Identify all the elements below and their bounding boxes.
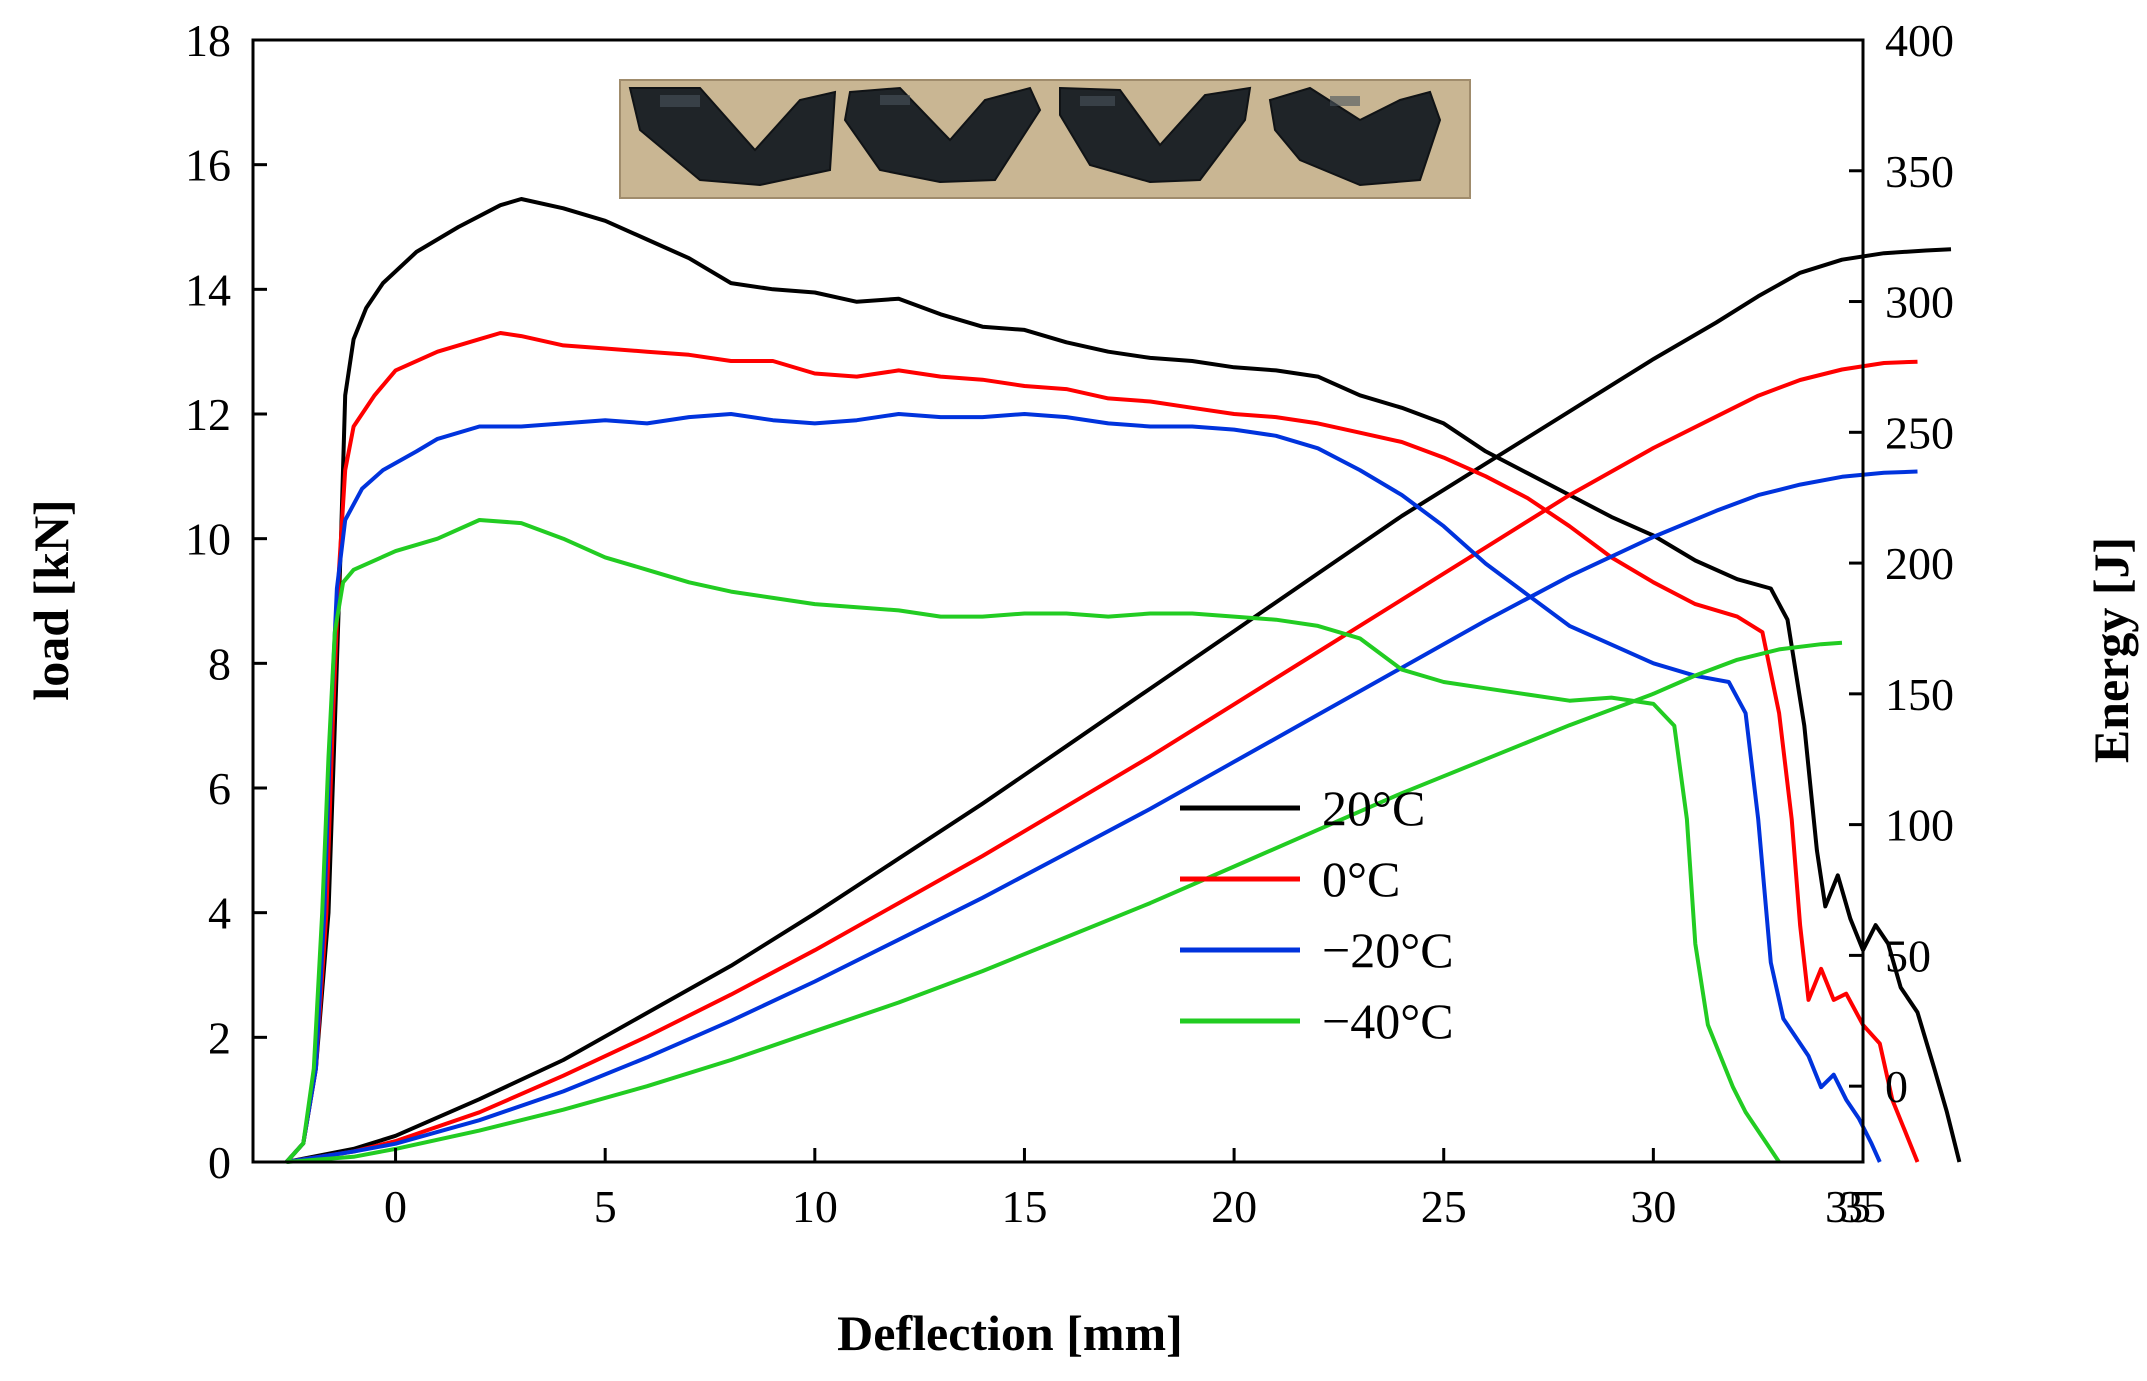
y-tick-label: 0 (208, 1137, 231, 1188)
x-tick-label: 15 (1001, 1181, 1047, 1232)
y2-tick-label: 250 (1885, 407, 1954, 458)
y2-tick-label: 200 (1885, 538, 1954, 589)
y-tick-label: 8 (208, 638, 231, 689)
y2-axis-title: Energy [J] (2083, 537, 2139, 763)
y-tick-label: 16 (185, 140, 231, 191)
y2-tick-label: 150 (1885, 669, 1954, 720)
y2-tick-label: 100 (1885, 800, 1954, 851)
y-tick-label: 12 (185, 389, 231, 440)
y2-tick-label: 400 (1885, 15, 1954, 66)
legend-label: 20°C (1322, 780, 1425, 836)
y-tick-label: 10 (185, 514, 231, 565)
y-tick-label: 4 (208, 888, 231, 939)
y2-tick-label: 50 (1885, 930, 1931, 981)
legend-label: −40°C (1322, 993, 1454, 1049)
load-curve-1 (285, 331, 1920, 1164)
y-axis-title: load [kN] (23, 499, 79, 700)
legend-label: −20°C (1322, 922, 1454, 978)
x-tick-label: 35 (1825, 1181, 1871, 1232)
energy-curve-0 (286, 247, 1952, 1164)
load-curve-0 (285, 197, 1962, 1164)
x-tick-label: 25 (1421, 1181, 1467, 1232)
y-tick-label: 14 (185, 264, 231, 315)
x-tick-label: 35 (1840, 1181, 1886, 1232)
y-tick-label: 2 (208, 1012, 231, 1063)
y-tick-label: 6 (208, 763, 231, 814)
y2-tick-label: 300 (1885, 277, 1954, 328)
energy-curve-1 (286, 359, 1918, 1164)
y-tick-label: 18 (185, 15, 231, 66)
legend: 20°C 0°C −20°C −40°C (1180, 780, 1454, 1049)
y2-tick-label: 350 (1885, 146, 1954, 197)
legend-label: 0°C (1322, 851, 1400, 907)
specimen-photo (619, 79, 1471, 199)
y2-tick-label: 0 (1885, 1061, 1908, 1112)
load-curve-3 (285, 518, 1781, 1164)
energy-curve-2 (286, 469, 1918, 1164)
x-axis-title: Deflection [mm] (837, 1305, 1183, 1361)
x-tick-label: 5 (594, 1181, 617, 1232)
ticks-layer: 0 5 10 15 20 25 30 3535024681012141618050100150… (185, 15, 1954, 1232)
series-layer (285, 197, 1962, 1164)
x-tick-label: 10 (792, 1181, 838, 1232)
x-tick-label: 0 (384, 1181, 407, 1232)
x-tick-label: 20 (1211, 1181, 1257, 1232)
plot-frame (251, 38, 1865, 1164)
x-tick-label: 30 (1630, 1181, 1676, 1232)
load-curve-2 (285, 412, 1882, 1164)
energy-curve-3 (286, 640, 1843, 1164)
